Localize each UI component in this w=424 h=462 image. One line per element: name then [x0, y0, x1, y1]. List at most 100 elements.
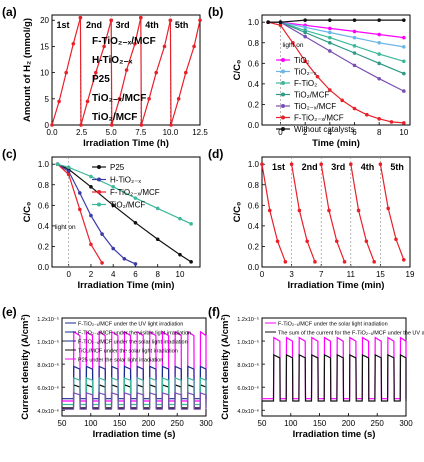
panel-label: (c): [2, 147, 17, 161]
x-tick-label: 100: [284, 419, 298, 428]
panel-label: (d): [208, 147, 223, 161]
y-tick-label: 0.6: [38, 201, 50, 210]
series-line-point: [402, 18, 406, 22]
series-line-point: [66, 169, 71, 174]
legend-label: Without catalysts: [294, 125, 354, 134]
series-line-point: [155, 237, 160, 242]
series-line-point: [303, 34, 307, 39]
series-line: [268, 21, 405, 92]
legend-label: TiO₂: [294, 56, 310, 65]
legend-marker: [97, 202, 101, 207]
series-line-point: [124, 68, 129, 72]
legend-label: F-TiO₂: [294, 79, 317, 88]
series-line-point: [377, 117, 381, 121]
series-line-point: [394, 237, 398, 242]
series-line: [57, 163, 192, 225]
series-line-point: [377, 18, 381, 22]
series-line-point: [401, 258, 406, 262]
legend-marker: [281, 69, 285, 74]
panel-b: (b) 0 2 4 6 8 10 0.0 0.2 0.4 0.6 0.8 1.0 Time (min) C/…: [208, 5, 411, 149]
legend-label: TiO₂/MCF: [294, 91, 329, 100]
series-line-point: [352, 106, 357, 111]
series-line-point: [168, 18, 173, 23]
y-tick-label: 6.0x10⁻⁶: [37, 385, 59, 392]
y-tick-label: 4.0x10⁻⁶: [37, 408, 59, 415]
series-line-point: [64, 70, 69, 75]
series-line-point: [57, 99, 61, 104]
series-line-point: [183, 70, 188, 75]
legend-label: TiO₂₋ₓ/MCF: [294, 102, 336, 111]
series-line-point: [328, 35, 332, 40]
x-tick-label: 300: [399, 419, 413, 428]
y-tick-label: 0.2: [38, 242, 50, 251]
series-line-point: [377, 76, 381, 81]
panel-f: (f) 50 100 150 200 250 300 4.0x10⁻⁶ 6.0x10⁻⁶ 8.0x…: [208, 305, 424, 440]
series-line-point: [176, 97, 181, 101]
series-line-point: [117, 97, 122, 101]
current-trace: [262, 353, 407, 402]
plot-frame: [51, 156, 201, 268]
x-tick-label: 4: [328, 128, 333, 137]
series-line: [169, 20, 201, 126]
series-line-point: [303, 25, 307, 30]
cycle-label: 2nd: [86, 20, 102, 30]
series-line-point: [162, 44, 167, 49]
current-trace: [262, 336, 407, 400]
series-line-point: [50, 123, 54, 127]
series-line-point: [133, 196, 138, 200]
series-line-point: [319, 162, 324, 166]
series-line-point: [402, 89, 406, 93]
series-line-point: [342, 260, 347, 264]
x-axis-label: Irradiation time (s): [93, 429, 176, 440]
series-line-point: [266, 20, 270, 24]
series-line-point: [372, 260, 376, 264]
x-tick-label: 250: [171, 419, 185, 428]
series-line-point: [89, 185, 93, 189]
series-line-point: [377, 52, 381, 56]
y-tick-label: 6.0x10⁻⁶: [237, 385, 259, 392]
current-trace: [62, 377, 207, 406]
x-tick-label: 10.0: [163, 128, 179, 137]
x-tick-label: 15: [376, 270, 385, 279]
plot-frame: [261, 156, 411, 268]
series-line-point: [111, 185, 116, 189]
cycle-label: 5th: [390, 162, 404, 172]
legend-marker: [281, 58, 285, 62]
x-tick-label: 200: [342, 419, 356, 428]
x-axis-label: Irradiation Time (min): [78, 280, 175, 291]
series-line-point: [313, 260, 317, 264]
y-tick-label: 1.0: [248, 160, 260, 169]
y-tick-label: 0.4: [248, 222, 260, 231]
series-line: [57, 163, 192, 263]
panel-label: (f): [208, 305, 220, 319]
series-line-point: [154, 70, 158, 75]
y-tick-label: 1.0x10⁻⁵: [237, 339, 259, 346]
x-tick-label: 6: [352, 128, 357, 137]
light-on-label: light on: [283, 42, 304, 49]
legend-label: F-TiO₂₋ₓ/MCF under the UV light irradiat…: [78, 322, 183, 328]
series-line-point: [352, 35, 357, 40]
y-tick-label: 0.4: [38, 222, 50, 231]
legend-label: F-TiO₂₋ₓ/MCF: [110, 188, 160, 197]
y-axis-label: Current density (A/cm²): [20, 314, 31, 420]
x-tick-label: 150: [313, 419, 327, 428]
series-line-point: [364, 239, 369, 244]
legend-label: TiO₂/MCF under the solar light irradiati…: [78, 349, 178, 355]
series-line-point: [139, 123, 144, 127]
series-line-point: [377, 32, 381, 37]
y-tick-label: 15: [40, 42, 49, 51]
series-line: [268, 21, 404, 124]
series-line-point: [377, 40, 381, 45]
y-tick-label: 1.0x10⁻⁵: [37, 339, 59, 346]
x-axis-label: Irradiation time (s): [293, 429, 376, 440]
series-line-point: [111, 246, 116, 251]
y-axis-label: Amount of H₂ (mmol/g): [22, 18, 33, 122]
legend-marker: [281, 127, 285, 131]
x-axis-label: Time (min): [312, 138, 360, 149]
series-line-point: [89, 242, 93, 247]
series-line-point: [155, 206, 160, 211]
plot-frame: [261, 14, 411, 126]
panel-a: (a) 0.0 2.5 5.0 7.5 10.0 12.5 0 5 10 15 20 Irradiati…: [2, 5, 208, 149]
cycle-label: 5th: [175, 20, 189, 30]
series-line-point: [178, 252, 182, 257]
